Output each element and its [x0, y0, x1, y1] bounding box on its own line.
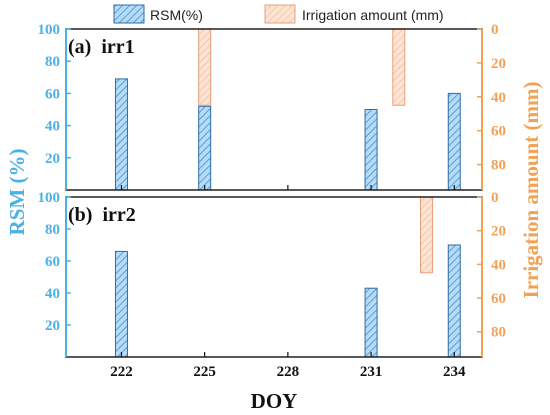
left-y-tick-label: 60: [45, 86, 60, 102]
left-y-tick-label: 80: [45, 222, 60, 238]
irrigation-bar: [198, 28, 212, 106]
panel-b-label: (b) irr2: [68, 204, 136, 226]
left-y-tick-label: 20: [45, 151, 60, 167]
right-y-tick-label: 80: [491, 325, 506, 341]
x-tick-label: 222: [110, 364, 133, 380]
legend: RSM(%) Irrigation amount (mm): [113, 4, 444, 24]
panel-b-label-prefix: (b): [68, 204, 92, 226]
left-y-tick-label: 60: [45, 254, 60, 270]
x-axis-title: DOY: [251, 389, 298, 413]
panel-a-label-name: irr1: [101, 36, 134, 58]
rsm-bar: [364, 109, 378, 191]
panel-a-label-prefix: (a): [68, 36, 91, 58]
left-y-tick-label: 100: [38, 190, 61, 206]
rsm-bar: [114, 250, 128, 358]
legend-swatch-rsm: [113, 4, 145, 24]
right-y-tick-label: 80: [491, 158, 506, 174]
x-tick-label: 228: [277, 364, 300, 380]
legend-swatch-irrigation: [264, 4, 296, 24]
panel-a-label: (a) irr1: [68, 36, 135, 58]
legend-label-irrigation: Irrigation amount (mm): [302, 7, 444, 23]
x-tick-label: 225: [193, 364, 216, 380]
irrigation-bar: [392, 28, 406, 106]
right-y-tick-label: 60: [491, 124, 506, 140]
right-y-tick-label: 20: [491, 224, 506, 240]
x-tick-label: 231: [360, 364, 383, 380]
right-y-tick-label: 60: [491, 291, 506, 307]
left-y-tick-label: 40: [45, 119, 60, 135]
left-y-tick-label: 40: [45, 286, 60, 302]
x-tick-label: 234: [443, 364, 466, 380]
y-axis-left-title: RSM (%): [5, 149, 29, 236]
left-y-tick-label: 20: [45, 318, 60, 334]
irrigation-bar: [420, 196, 434, 274]
y-axis-right-title: Irrigation amount (mm): [519, 82, 543, 299]
panel-b: 20 40 60 80 100 0 20 40 60 80: [38, 190, 506, 358]
left-y-tick-label: 100: [38, 22, 61, 38]
rsm-bar: [114, 78, 128, 191]
panel-b-label-name: irr2: [102, 204, 135, 226]
right-y-tick-label: 40: [491, 257, 506, 273]
rsm-bar: [364, 287, 378, 358]
rsm-bar: [447, 244, 461, 358]
panel-a: 20 40 60 80 100 0 20 40 60 80: [38, 22, 506, 191]
right-y-tick-label: 40: [491, 90, 506, 106]
rsm-bar: [447, 92, 461, 191]
right-y-tick-label: 0: [491, 190, 499, 206]
right-y-tick-label: 20: [491, 56, 506, 72]
right-y-tick-label: 0: [491, 22, 499, 38]
legend-label-rsm: RSM(%): [150, 7, 203, 23]
rsm-bar: [198, 105, 212, 191]
left-y-tick-label: 80: [45, 54, 60, 70]
